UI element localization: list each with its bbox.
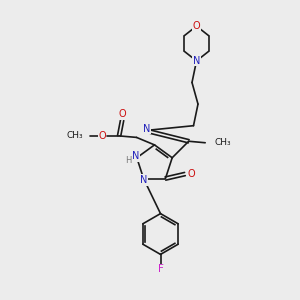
- Text: H: H: [125, 156, 132, 165]
- Text: F: F: [158, 264, 164, 274]
- Text: O: O: [118, 109, 126, 119]
- Text: O: O: [187, 169, 195, 179]
- Text: N: N: [193, 56, 200, 66]
- Text: CH₃: CH₃: [215, 138, 231, 147]
- Text: N: N: [140, 175, 147, 185]
- Text: N: N: [132, 151, 139, 161]
- Text: N: N: [143, 124, 150, 134]
- Text: O: O: [98, 131, 106, 141]
- Text: O: O: [193, 21, 200, 31]
- Text: CH₃: CH₃: [67, 131, 83, 140]
